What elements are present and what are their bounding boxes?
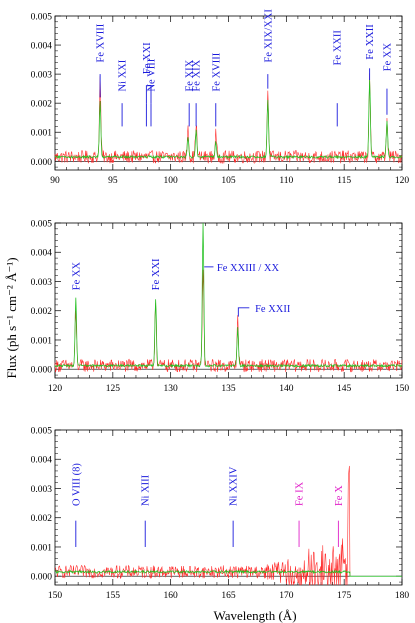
line-id-label: Fe XXIII / XX — [217, 263, 280, 274]
y-tick-label: 0.005 — [31, 220, 53, 230]
y-tick-label: 0.003 — [31, 71, 53, 81]
model-spectrum-line — [54, 222, 403, 369]
line-id-label: Fe XIX — [185, 59, 196, 91]
x-tick-label: 105 — [221, 176, 236, 186]
x-tick-label: 120 — [48, 384, 63, 394]
line-id-label: Fe XIX/XXI — [263, 9, 274, 63]
plot-frame — [54, 222, 403, 379]
y-tick-label: 0.001 — [31, 129, 53, 139]
line-group-bracket — [145, 85, 152, 104]
x-tick-label: 165 — [221, 591, 236, 601]
y-tick-label: 0.004 — [31, 249, 53, 259]
line-id-label: O VIII (8) — [71, 463, 82, 506]
y-tick-label: 0.005 — [31, 427, 53, 437]
y-tick-label: 0.002 — [31, 307, 53, 317]
x-tick-label: 95 — [108, 176, 118, 186]
y-tick-label: 0.004 — [31, 456, 53, 466]
x-tick-label: 180 — [395, 591, 410, 601]
x-tick-label: 110 — [279, 176, 293, 186]
y-tick-label: 0.003 — [31, 485, 53, 495]
x-tick-label: 100 — [164, 176, 179, 186]
observed-spectrum-line — [54, 73, 403, 164]
x-tick-label: 150 — [395, 384, 410, 394]
line-id-label: Fe XXII — [365, 24, 376, 60]
line-id-label: Fe XX — [382, 42, 393, 71]
line-id-label: Ni XIII — [141, 474, 152, 506]
y-axis-label: Flux (ph s⁻¹ cm⁻² Å⁻¹) — [4, 257, 19, 378]
x-tick-label: 125 — [106, 384, 121, 394]
y-tick-label: 0.000 — [31, 158, 53, 168]
plot-frame — [54, 15, 403, 171]
line-id-label: Fe X — [334, 485, 345, 506]
y-tick-label: 0.000 — [31, 573, 53, 583]
y-tick-label: 0.005 — [31, 13, 53, 23]
y-tick-label: 0.001 — [31, 543, 53, 553]
line-id-label: Fe IX — [295, 481, 306, 506]
x-tick-label: 145 — [337, 384, 352, 394]
y-tick-label: 0.004 — [31, 42, 53, 52]
line-id-label: Fe XXI — [151, 258, 162, 290]
line-id-label: Fe XXII — [255, 304, 291, 315]
line-id-label: Ne VIII — [147, 58, 158, 91]
x-tick-label: 90 — [50, 176, 60, 186]
x-tick-label: 120 — [395, 176, 410, 186]
annotation-leader — [237, 307, 250, 317]
line-id-label: Ni XXI — [118, 59, 129, 91]
x-tick-label: 150 — [48, 591, 63, 601]
x-tick-label: 130 — [164, 384, 179, 394]
line-id-label: Fe XXII — [333, 30, 344, 66]
x-tick-label: 115 — [337, 176, 351, 186]
x-tick-label: 135 — [221, 384, 236, 394]
model-spectrum-line — [54, 569, 402, 577]
model-spectrum-line — [54, 79, 403, 160]
observed-spectrum-line — [54, 269, 403, 373]
y-tick-label: 0.001 — [31, 336, 53, 346]
y-tick-label: 0.000 — [31, 366, 53, 376]
line-id-label: Fe XX — [71, 262, 82, 291]
x-tick-label: 155 — [106, 591, 121, 601]
y-tick-label: 0.003 — [31, 278, 53, 288]
y-tick-label: 0.002 — [31, 100, 53, 110]
line-id-label: Fe XIX — [192, 59, 203, 91]
x-tick-label: 170 — [279, 591, 294, 601]
x-axis-label: Wavelength (Å) — [213, 608, 296, 623]
line-id-label: Fe XVIII — [96, 23, 107, 62]
line-id-label: Fe XXI — [142, 42, 153, 74]
line-id-label: Ni XXIV — [229, 466, 240, 506]
x-tick-label: 160 — [164, 591, 179, 601]
line-id-label: Fe XVIII — [211, 52, 222, 91]
y-tick-label: 0.002 — [31, 514, 53, 524]
x-tick-label: 140 — [279, 384, 294, 394]
x-tick-label: 175 — [337, 591, 352, 601]
